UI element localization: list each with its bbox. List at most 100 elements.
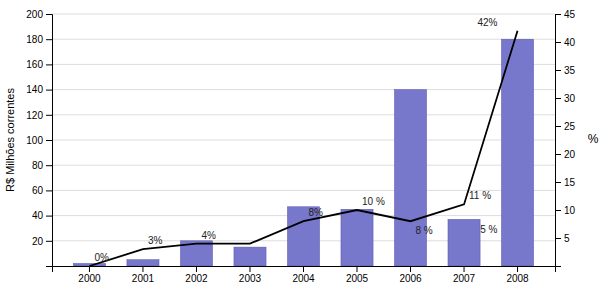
tick: 100 [26,135,52,146]
tick-label: 15 [564,177,576,188]
grid-line [52,89,555,90]
tick-mark [410,266,411,272]
tick-label: 2006 [399,273,422,284]
tick-mark [464,266,465,272]
tick: 10 [555,205,576,216]
tick-label: 25 [564,121,576,132]
tick: 20 [555,149,576,160]
tick: 2005 [346,266,369,284]
tick-mark [46,39,52,40]
annotation: 5 % [480,224,497,235]
tick: 180 [26,34,52,45]
tick-mark [196,266,197,272]
tick: 5 [555,233,570,244]
tick-label: 120 [26,110,43,121]
annotation: 8 % [416,225,433,236]
tick: 160 [26,59,52,70]
grid-line [52,39,555,40]
tick-label: 180 [26,34,43,45]
tick-label: 2003 [239,273,262,284]
tick: 2003 [239,266,262,284]
tick: 45 [555,9,576,20]
axis-title: % [588,132,599,146]
bar [127,260,159,266]
grid-line [52,140,555,141]
tick-mark [555,42,561,43]
tick: 2007 [453,266,476,284]
tick-label: 2005 [346,273,369,284]
tick: 30 [555,93,576,104]
tick: 200 [26,9,52,20]
tick: 120 [26,110,52,121]
tick-label: 40 [564,37,576,48]
tick-label: 160 [26,59,43,70]
tick: 2006 [399,266,422,284]
tick: 140 [26,84,52,95]
bar [341,209,373,266]
plot: 2000200120022003200420052006200720082040… [26,9,575,284]
tick-mark [555,14,561,15]
tick-mark [46,64,52,65]
tick-label: 200 [26,9,43,20]
annotations: 0%3%4%8%10 %8 %11 %42%5 % [94,17,497,263]
tick-mark [357,266,358,272]
tick-label: 20 [32,236,44,247]
tick-mark [46,190,52,191]
tick-label: 30 [564,93,576,104]
axis-line [46,15,53,267]
axis-line [556,15,562,267]
tick-mark [46,241,52,242]
tick-label: 80 [32,160,44,171]
tick-label: 2007 [453,273,476,284]
tick: 20 [32,236,52,247]
tick-label: 2000 [78,273,101,284]
tick-mark [555,238,561,239]
y2-axis: 5 10 15 20 25 30 35 40 45 [555,9,576,267]
tick-mark [249,266,250,272]
annotation: 3% [148,235,163,246]
tick-mark [89,266,90,272]
axis-title: R$ Milhões correntes [4,88,16,192]
tick-mark [555,210,561,211]
tick-label: 45 [564,9,576,20]
grid-line [52,64,555,65]
bar [448,219,480,266]
tick-mark [46,140,52,141]
tick-mark [555,126,561,127]
tick: 40 [555,37,576,48]
tick: 25 [555,121,576,132]
chart: 2000200120022003200420052006200720082040… [0,0,603,292]
tick-label: 60 [32,185,44,196]
tick-mark [46,115,52,116]
bar [501,39,533,266]
tick-mark [46,165,52,166]
tick: 35 [555,65,576,76]
tick: 60 [32,185,52,196]
x-axis: 200020012002200320042005200620072008 [53,266,556,284]
annotation: 8% [309,207,324,218]
tick-mark [555,154,561,155]
annotation: 0% [94,252,109,263]
tick: 2004 [292,266,315,284]
tick-label: 20 [564,149,576,160]
tick: 15 [555,177,576,188]
tick-label: 5 [564,233,570,244]
bar [394,90,426,266]
tick-mark [46,14,52,15]
tick: 2002 [185,266,208,284]
tick: 2000 [78,266,101,284]
annotation: 10 % [362,196,385,207]
tick-mark [142,266,143,272]
tick-label: 2002 [185,273,208,284]
annotation: 4% [201,230,216,241]
tick-mark [517,266,518,272]
tick-label: 2004 [292,273,315,284]
tick-mark [303,266,304,272]
tick-mark [555,70,561,71]
tick-mark [555,98,561,99]
tick: 40 [32,210,52,221]
line [89,31,517,266]
tick-label: 100 [26,135,43,146]
bar [234,247,266,266]
annotation: 11 % [469,190,491,201]
